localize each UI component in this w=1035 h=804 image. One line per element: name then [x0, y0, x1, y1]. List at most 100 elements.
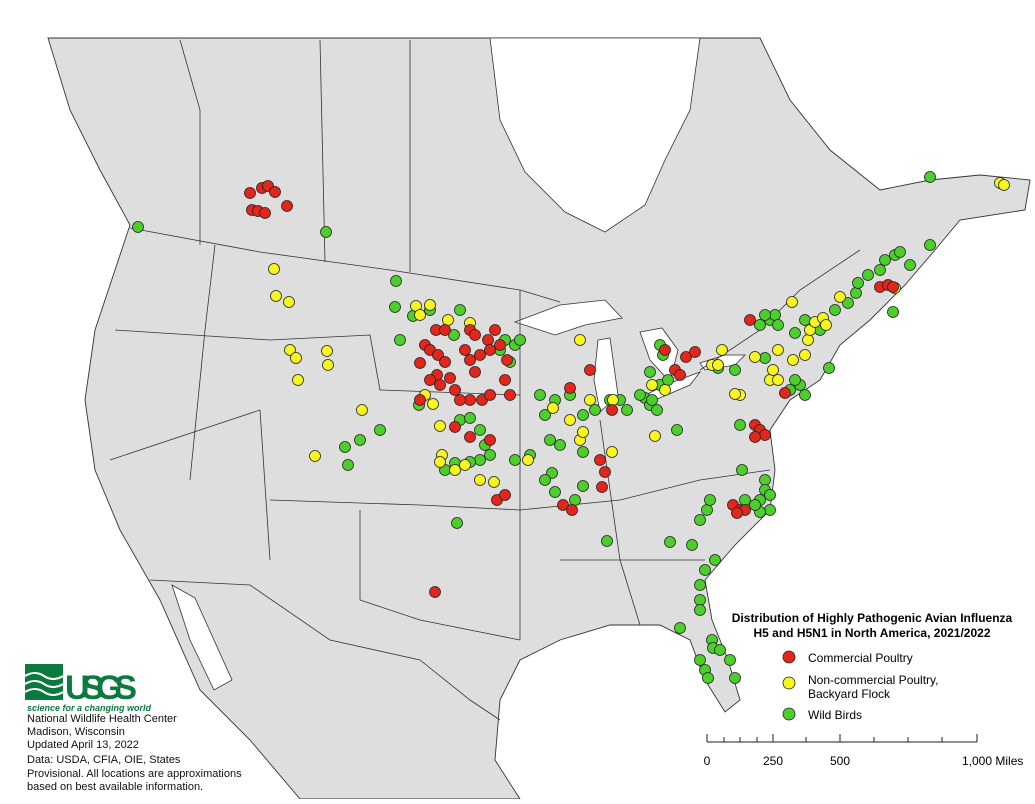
outbreak-marker	[659, 384, 671, 396]
outbreak-marker	[924, 239, 936, 251]
legend-title: Distribution of Highly Pathogenic Avian …	[732, 611, 1013, 625]
outbreak-marker	[569, 494, 581, 506]
legend-label: Backyard Flock	[808, 687, 891, 701]
outbreak-marker	[767, 364, 779, 376]
outbreak-marker	[704, 494, 716, 506]
scale-bar	[706, 734, 978, 743]
outbreak-marker	[270, 290, 282, 302]
outbreak-marker	[607, 394, 619, 406]
outbreak-marker	[268, 263, 280, 275]
outbreak-marker	[459, 459, 471, 471]
outbreak-marker	[494, 339, 506, 351]
outbreak-marker	[769, 309, 781, 321]
outbreak-marker	[434, 420, 446, 432]
outbreak-marker	[699, 564, 711, 576]
outbreak-marker	[701, 504, 713, 516]
outbreak-marker	[464, 394, 476, 406]
outbreak-marker	[474, 424, 486, 436]
outbreak-marker	[772, 344, 784, 356]
outbreak-marker	[749, 431, 761, 443]
outbreak-marker	[764, 489, 776, 501]
outbreak-marker	[427, 398, 439, 410]
outbreak-marker	[132, 221, 144, 233]
outbreak-marker	[729, 672, 741, 684]
outbreak-marker	[424, 299, 436, 311]
outbreak-marker	[394, 334, 406, 346]
outbreak-marker	[759, 474, 771, 486]
scale-label: 250	[763, 754, 783, 768]
outbreak-marker	[823, 362, 835, 374]
outbreak-marker	[449, 421, 461, 433]
legend-label: Non-commercial Poultry,	[808, 673, 938, 687]
outbreak-marker	[779, 387, 791, 399]
basemap	[47, 37, 1031, 800]
outbreak-marker	[449, 464, 461, 476]
outbreak-marker	[662, 374, 674, 386]
border	[359, 510, 521, 641]
outbreak-marker	[799, 349, 811, 361]
outbreak-marker	[484, 389, 496, 401]
outbreak-marker	[786, 296, 798, 308]
scale-labels: 0 250 500 1,000 Miles	[704, 754, 1024, 768]
outbreak-marker	[802, 334, 814, 346]
outbreak-marker	[736, 464, 748, 476]
outbreak-marker	[584, 364, 596, 376]
outbreak-marker	[729, 364, 741, 376]
outbreak-marker	[874, 264, 886, 276]
outbreak-marker	[674, 622, 686, 634]
credit-line: Provisional. All locations are approxima…	[27, 768, 242, 780]
outbreak-marker	[429, 586, 441, 598]
outbreak-marker	[694, 514, 706, 526]
border	[189, 244, 216, 481]
outbreak-marker	[694, 604, 706, 616]
outbreak-marker	[589, 404, 601, 416]
outbreak-marker	[998, 179, 1010, 191]
outbreak-marker	[924, 171, 936, 183]
border	[319, 39, 326, 263]
outbreak-marker	[489, 324, 501, 336]
outbreak-marker	[474, 454, 486, 466]
outbreak-marker	[577, 426, 589, 438]
legend-marker	[782, 650, 796, 664]
outbreak-marker	[484, 344, 496, 356]
outbreak-marker	[789, 374, 801, 386]
outbreak-marker	[646, 379, 658, 391]
outbreak-marker	[549, 486, 561, 498]
outbreak-marker	[290, 352, 302, 364]
outbreak-marker	[674, 369, 686, 381]
legend-marker	[782, 707, 796, 721]
logo-text: USGS	[65, 669, 137, 707]
outbreak-marker	[646, 394, 658, 406]
outbreak-marker	[686, 539, 698, 551]
outbreak-marker	[444, 372, 456, 384]
outbreak-marker	[659, 344, 671, 356]
outbreak-marker	[829, 304, 841, 316]
outbreak-marker	[474, 474, 486, 486]
outbreak-marker	[716, 344, 728, 356]
outbreak-marker	[820, 319, 832, 331]
outbreak-marker	[601, 535, 613, 547]
land	[47, 37, 1031, 800]
outbreak-marker	[759, 309, 771, 321]
outbreak-marker	[451, 517, 463, 529]
credits: National Wildlife Health Center Madison,…	[27, 713, 242, 793]
outbreak-marker	[269, 186, 281, 198]
outbreak-marker	[414, 394, 426, 406]
outbreak-marker	[787, 354, 799, 366]
outbreak-marker	[309, 450, 321, 462]
outbreak-marker	[322, 359, 334, 371]
outbreak-marker	[259, 207, 271, 219]
outbreak-marker	[852, 277, 864, 289]
outbreak-markers	[132, 171, 1010, 684]
outbreak-marker	[644, 366, 656, 378]
outbreak-marker	[577, 446, 589, 458]
outbreak-marker	[799, 389, 811, 401]
outbreak-marker	[454, 304, 466, 316]
outbreak-marker	[281, 200, 293, 212]
outbreak-marker	[509, 454, 521, 466]
outbreak-marker	[488, 476, 500, 488]
scale-label: 500	[830, 754, 850, 768]
credit-line: Madison, Wisconsin	[27, 726, 125, 738]
outbreak-marker	[539, 474, 551, 486]
outbreak-marker	[577, 480, 589, 492]
